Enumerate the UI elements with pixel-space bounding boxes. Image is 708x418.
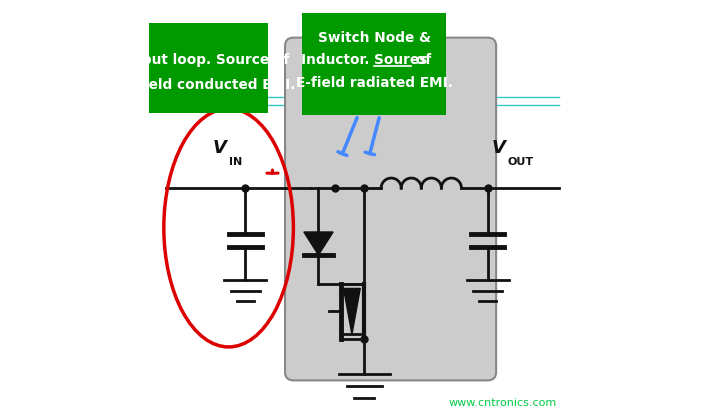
Text: IN: IN (229, 157, 242, 167)
Text: OUT: OUT (508, 157, 534, 167)
Text: www.cntronics.com: www.cntronics.com (448, 398, 556, 408)
Text: Inductor.: Inductor. (301, 53, 374, 67)
Polygon shape (343, 288, 360, 334)
Text: V: V (212, 139, 227, 157)
Text: Input loop. Source of: Input loop. Source of (127, 53, 290, 67)
Text: Soures: Soures (374, 53, 428, 67)
FancyBboxPatch shape (285, 38, 496, 380)
Polygon shape (304, 232, 333, 255)
Text: H-field conducted EMI.: H-field conducted EMI. (121, 78, 296, 92)
FancyBboxPatch shape (149, 23, 268, 113)
FancyBboxPatch shape (302, 13, 446, 115)
Text: of: of (411, 53, 431, 67)
Text: Switch Node &: Switch Node & (318, 31, 430, 45)
Text: E-field radiated EMI.: E-field radiated EMI. (296, 76, 452, 90)
Text: V: V (491, 139, 506, 157)
